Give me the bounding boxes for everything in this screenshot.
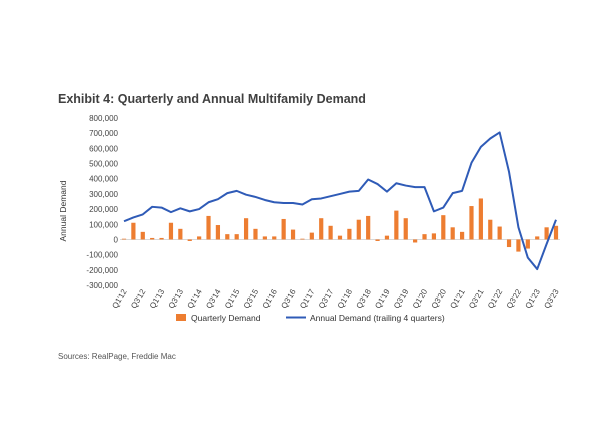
bar-Q4'13 xyxy=(187,239,192,241)
x-tick-label: Q1'19 xyxy=(373,287,392,310)
bar-Q3'19 xyxy=(403,218,408,240)
legend-label-quarterly: Quarterly Demand xyxy=(191,313,261,323)
quarterly-demand-bars xyxy=(121,198,559,252)
y-tick-label: -200,000 xyxy=(86,266,118,275)
legend: Quarterly Demand Annual Demand (trailing… xyxy=(176,313,445,323)
chart-title: Exhibit 4: Quarterly and Annual Multifam… xyxy=(58,92,366,106)
x-tick-label: Q3'18 xyxy=(355,287,374,310)
bar-Q2'20 xyxy=(431,233,437,240)
bar-Q2'17 xyxy=(319,218,324,240)
bar-Q4'19 xyxy=(413,239,418,243)
bar-Q4'12 xyxy=(150,237,155,240)
bar-Q3'12 xyxy=(140,231,145,240)
bar-Q1'18 xyxy=(347,228,352,240)
bar-Q4'18 xyxy=(375,239,380,241)
bar-Q2'22 xyxy=(506,239,512,248)
x-tick-label: Q1'23 xyxy=(524,287,543,310)
bar-Q4'21 xyxy=(488,219,493,240)
bar-Q2'12 xyxy=(131,222,136,240)
bar-Q4'17 xyxy=(337,235,343,240)
x-tick-label: Q3'16 xyxy=(279,287,298,310)
y-axis-ticks: 800,000 700,000 600,000 500,000 400,000 300,0… xyxy=(86,114,118,290)
x-axis-ticks: Q1'12 Q3'12 Q1'13 Q3'13 Q1'14 Q3'14 Q1'15 Q3'15… xyxy=(110,287,561,310)
x-tick-label: Q1'18 xyxy=(336,287,355,310)
bar-Q1'12 xyxy=(121,238,127,240)
x-tick-label: Q1'22 xyxy=(486,287,505,310)
bar-Q2'15 xyxy=(243,218,249,240)
bar-Q2'13 xyxy=(168,222,174,240)
x-tick-label: Q3'17 xyxy=(317,287,336,310)
y-tick-label: 400,000 xyxy=(89,175,118,184)
bar-Q1'22 xyxy=(497,226,502,240)
bar-Q1'23 xyxy=(535,236,540,240)
bar-Q3'21 xyxy=(478,198,483,240)
bar-Q3'17 xyxy=(328,225,333,240)
bar-Q4'22 xyxy=(525,239,530,249)
bar-Q1'17 xyxy=(309,232,314,240)
x-tick-label: Q3'21 xyxy=(467,287,486,310)
bar-Q3'14 xyxy=(215,225,221,240)
bar-Q1'21 xyxy=(459,231,465,240)
bar-Q3'18 xyxy=(366,215,371,240)
legend-swatch-quarterly xyxy=(176,314,186,321)
bar-Q3'20 xyxy=(441,215,446,240)
x-tick-label: Q3'14 xyxy=(204,287,223,310)
bar-Q3'23 xyxy=(553,225,559,240)
bar-Q4'15 xyxy=(262,236,267,240)
y-tick-label: 300,000 xyxy=(89,190,118,199)
y-tick-label: -100,000 xyxy=(86,251,118,260)
bar-Q1'13 xyxy=(159,237,164,240)
bar-Q2'21 xyxy=(469,206,474,240)
x-tick-label: Q1'14 xyxy=(186,287,205,310)
bar-Q2'19 xyxy=(394,210,399,240)
y-tick-label: 100,000 xyxy=(89,220,118,229)
x-tick-label: Q1'13 xyxy=(148,287,167,310)
y-tick-label: 0 xyxy=(114,235,119,244)
y-tick-label: 700,000 xyxy=(89,129,118,138)
annual-demand-line xyxy=(123,131,557,271)
x-tick-label: Q3'13 xyxy=(167,287,186,310)
bar-Q2'14 xyxy=(206,215,211,240)
x-tick-label: Q3'12 xyxy=(129,287,148,310)
y-axis-title: Annual Demand xyxy=(58,180,68,241)
bar-Q1'19 xyxy=(384,235,390,240)
bar-Q4'14 xyxy=(225,234,230,240)
legend-label-annual: Annual Demand (trailing 4 quarters) xyxy=(310,313,445,323)
x-tick-label: Q3'19 xyxy=(392,287,411,310)
x-tick-label: Q1'15 xyxy=(223,287,242,310)
bar-Q3'15 xyxy=(253,228,258,240)
bar-Q1'20 xyxy=(422,234,427,240)
bar-Q4'16 xyxy=(300,238,305,240)
x-tick-label: Q1'16 xyxy=(261,287,280,310)
x-tick-label: Q1'12 xyxy=(110,287,129,310)
y-tick-label: 800,000 xyxy=(89,114,118,123)
y-tick-label: 200,000 xyxy=(89,205,118,214)
bar-Q4'20 xyxy=(450,227,455,240)
x-tick-label: Q1'20 xyxy=(411,287,430,310)
bar-Q3'13 xyxy=(178,228,183,240)
bar-Q1'14 xyxy=(197,236,202,240)
bar-Q3'16 xyxy=(290,229,296,240)
bar-Q1'16 xyxy=(272,236,277,240)
y-tick-label: 600,000 xyxy=(89,144,118,153)
bar-Q1'15 xyxy=(234,234,239,240)
y-tick-label: -300,000 xyxy=(86,281,118,290)
bar-Q2'23 xyxy=(544,227,549,240)
bar-Q3'22 xyxy=(516,239,521,252)
x-tick-label: Q3'22 xyxy=(505,287,524,310)
x-tick-label: Q1'17 xyxy=(298,287,317,310)
y-tick-label: 500,000 xyxy=(89,160,118,169)
source-note: Sources: RealPage, Freddie Mac xyxy=(58,352,176,361)
x-tick-label: Q3'20 xyxy=(430,287,449,310)
bar-Q2'16 xyxy=(281,218,286,240)
x-tick-label: Q1'21 xyxy=(448,287,467,310)
x-tick-label: Q3'23 xyxy=(542,287,561,310)
bar-Q2'18 xyxy=(356,219,361,240)
x-tick-label: Q3'15 xyxy=(242,287,261,310)
